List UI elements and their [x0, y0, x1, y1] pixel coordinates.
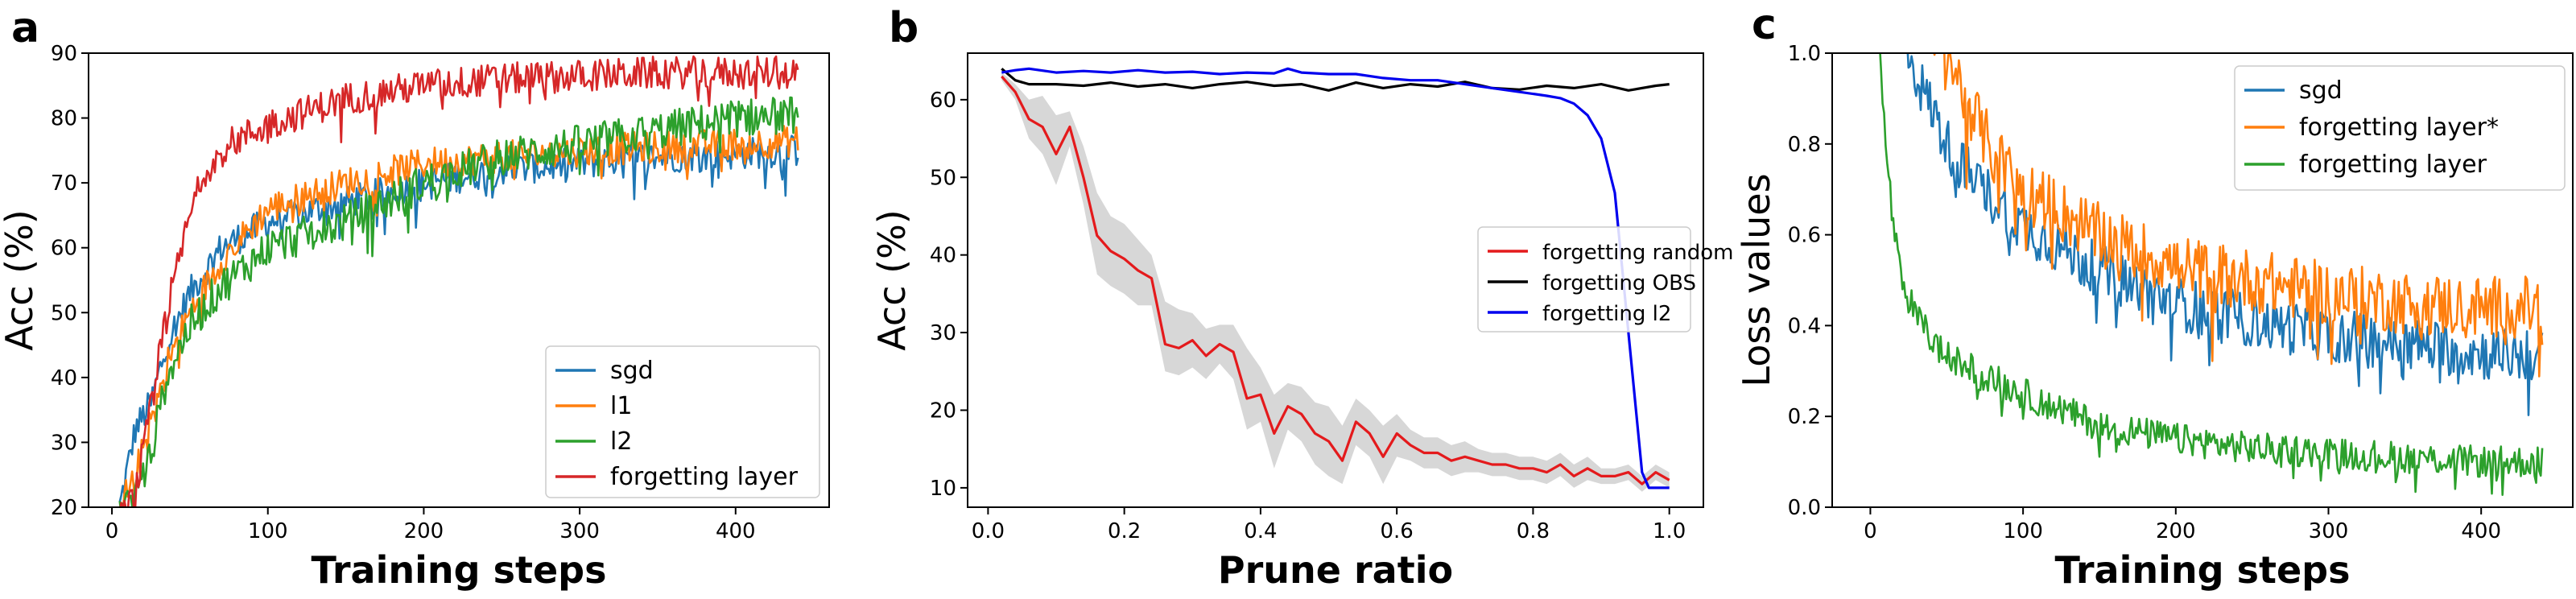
legend-b: forgetting random forgetting OBS forgettin… — [1477, 226, 1734, 333]
x-tick-label-b-1: 0.2 — [1108, 519, 1141, 543]
legend-label-sgd-c: sgd — [2299, 76, 2343, 105]
y-tick-label-a-1: 30 — [51, 431, 77, 455]
legend-label-forgetting-random-b: forgetting random — [1542, 241, 1734, 265]
x-tick-label-a-3: 300 — [559, 519, 600, 543]
y-tick-label-c-0: 0.0 — [1788, 496, 1821, 520]
y-tick-label-a-7: 90 — [51, 42, 77, 66]
y-tick-label-a-5: 70 — [51, 171, 77, 196]
x-tick-label-b-5: 1.0 — [1653, 519, 1686, 543]
x-tick-label-b-4: 0.8 — [1517, 519, 1550, 543]
panel-c: 0 100 200 300 400 0.0 0.2 0.4 0.6 0.8 1.0 Training … — [1735, 42, 2574, 592]
series-forgetting-layer-c-line — [1879, 53, 2544, 496]
y-axis-label-a: Acc (%) — [0, 209, 41, 350]
x-tick-label-a-0: 0 — [105, 519, 119, 543]
y-axis-label-c: Loss values — [1735, 173, 1778, 386]
y-tick-label-c-2: 0.4 — [1788, 314, 1821, 338]
x-axis-label-c: Training steps — [2055, 548, 2351, 592]
plot-area-a — [118, 55, 799, 507]
legend-label-forgetting-l2-b: forgetting l2 — [1542, 302, 1671, 326]
legend-frame-b — [1477, 226, 1691, 333]
panel-a: 0 100 200 300 400 20 30 40 50 60 70 80 90 Training st… — [0, 42, 830, 592]
x-tick-label-b-0: 0.0 — [972, 519, 1005, 543]
series-forgetting-random-b-line — [1001, 75, 1670, 485]
x-tick-label-a-2: 200 — [404, 519, 444, 543]
y-tick-label-a-6: 80 — [51, 107, 77, 131]
legend-label-l1-a: l1 — [610, 392, 632, 420]
y-tick-label-b-2: 30 — [930, 321, 956, 345]
legend-label-forgetting-layer-c: forgetting layer — [2299, 151, 2487, 179]
legend-label-forgetting-obs-b: forgetting OBS — [1542, 271, 1696, 295]
series-sgd-c-line — [1906, 53, 2544, 416]
axes-frame-c — [1831, 52, 2574, 508]
y-tick-label-c-5: 1.0 — [1788, 42, 1821, 66]
y-tick-label-b-4: 50 — [930, 166, 956, 190]
y-tick-label-b-5: 60 — [930, 89, 956, 113]
legend-label-sgd-a: sgd — [610, 357, 654, 385]
x-axis-label-b: Prune ratio — [1218, 548, 1453, 592]
series-l2-a-line — [118, 96, 799, 507]
panel-b: 0.0 0.2 0.4 0.6 0.8 1.0 10 20 30 40 50 60 Prune rati… — [870, 52, 1734, 592]
legend-label-forgetting-layer-c: forgetting layer* — [2299, 114, 2499, 142]
y-tick-label-a-3: 50 — [51, 301, 77, 325]
legend-label-l2-a: l2 — [610, 428, 632, 456]
x-tick-label-c-4: 400 — [2461, 519, 2501, 543]
y-tick-label-b-0: 10 — [930, 477, 956, 501]
y-tick-label-b-1: 20 — [930, 399, 956, 423]
x-axis-label-a: Training steps — [312, 548, 607, 592]
y-tick-label-a-0: 20 — [51, 496, 77, 520]
legend-c: sgd forgetting layer* forgetting layer — [2234, 65, 2566, 191]
legend-frame-a — [545, 345, 820, 498]
legend-frame-c — [2234, 65, 2566, 191]
panel-label-a: a — [11, 4, 39, 52]
x-tick-label-c-0: 0 — [1864, 519, 1877, 543]
axes-frame-b — [967, 52, 1704, 508]
series-forgetting-layer-a-line — [119, 55, 799, 507]
plot-area-c — [1879, 53, 2544, 496]
panel-label-c: c — [1752, 1, 1777, 49]
y-tick-label-c-4: 0.8 — [1788, 133, 1821, 157]
legend-a: sgd l1 l2 forgetting layer — [545, 345, 820, 498]
y-tick-label-c-1: 0.2 — [1788, 405, 1821, 429]
series-forgetting-layer-c-line — [1933, 53, 2544, 378]
series-l1-a-line — [122, 125, 799, 507]
legend-label-forgetting-layer-a: forgetting layer — [610, 463, 799, 491]
series-forgetting-random-b-band — [1001, 72, 1670, 492]
x-tick-label-c-3: 300 — [2309, 519, 2349, 543]
panel-label-b: b — [889, 4, 919, 52]
y-tick-label-a-2: 40 — [51, 366, 77, 390]
y-tick-label-c-3: 0.6 — [1788, 224, 1821, 248]
x-tick-label-b-2: 0.4 — [1244, 519, 1277, 543]
x-tick-label-b-3: 0.6 — [1380, 519, 1413, 543]
x-tick-label-c-2: 200 — [2156, 519, 2196, 543]
axes-frame-a — [88, 52, 830, 508]
series-forgetting-obs-b-line — [1001, 68, 1670, 92]
y-tick-label-a-4: 60 — [51, 237, 77, 261]
y-tick-label-b-3: 40 — [930, 244, 956, 268]
x-tick-label-c-1: 100 — [2003, 519, 2043, 543]
x-tick-label-a-4: 400 — [716, 519, 756, 543]
y-axis-label-b: Acc (%) — [870, 209, 914, 350]
x-tick-label-a-1: 100 — [248, 519, 288, 543]
